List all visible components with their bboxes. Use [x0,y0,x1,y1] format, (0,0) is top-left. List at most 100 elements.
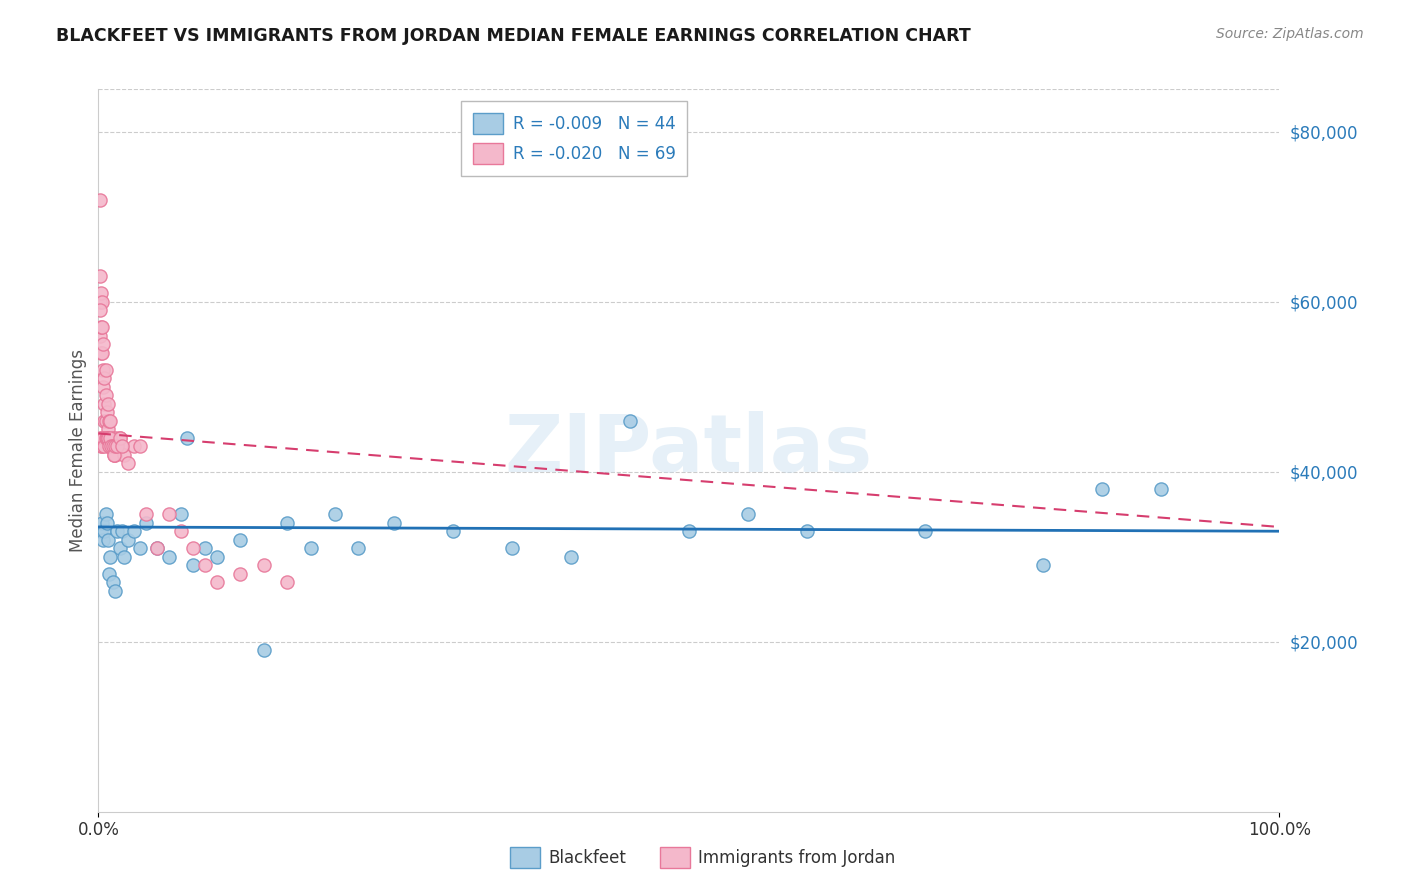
Point [105,439,128,453]
Point [229,566,252,581]
Point [176,431,198,445]
Point [91,380,114,394]
Point [97,397,120,411]
Point [103,448,125,462]
Point [128,541,150,556]
Point [94,388,117,402]
Point [122,524,145,539]
Point [117,533,139,547]
Point [170,507,193,521]
Point [157,549,180,564]
Point [101,575,124,590]
Point [94,507,117,521]
Point [104,448,127,462]
Point [253,643,276,657]
Point [108,541,131,556]
Point [89,431,111,445]
Point [98,549,121,564]
Point [157,507,180,521]
Point [96,405,118,419]
Point [93,524,115,539]
Point [91,345,114,359]
Point [89,294,111,309]
Point [194,558,217,573]
Legend: Blackfeet, Immigrants from Jordan: Blackfeet, Immigrants from Jordan [503,840,903,875]
Point [323,507,346,521]
Point [97,439,120,453]
Point [89,193,111,207]
Point [103,448,125,462]
Point [1091,482,1114,496]
Point [382,516,405,530]
Point [111,524,134,539]
Point [98,414,121,428]
Point [94,414,117,428]
Point [91,533,114,547]
Point [98,439,121,453]
Text: Source: ZipAtlas.com: Source: ZipAtlas.com [1216,27,1364,41]
Point [111,439,134,453]
Point [98,414,121,428]
Point [104,583,127,598]
Point [101,431,124,445]
Point [170,524,193,539]
Point [205,575,228,590]
Point [91,294,114,309]
Point [229,533,252,547]
Point [253,558,276,573]
Point [97,533,120,547]
Point [97,431,120,445]
Point [1032,558,1054,573]
Point [205,549,228,564]
Point [619,414,641,428]
Point [347,541,370,556]
Point [100,439,122,453]
Point [276,575,298,590]
Legend: R = -0.009   N = 44, R = -0.020   N = 69: R = -0.009 N = 44, R = -0.020 N = 69 [461,101,688,176]
Y-axis label: Median Female Earnings: Median Female Earnings [69,349,87,552]
Point [101,439,124,453]
Point [299,541,322,556]
Point [93,371,115,385]
Point [135,516,157,530]
Point [796,524,818,539]
Point [90,345,112,359]
Point [104,439,127,453]
Point [98,439,121,453]
Point [91,320,114,334]
Point [91,516,114,530]
Point [90,320,112,334]
Point [96,516,118,530]
Point [105,524,128,539]
Text: BLACKFEET VS IMMIGRANTS FROM JORDAN MEDIAN FEMALE EARNINGS CORRELATION CHART: BLACKFEET VS IMMIGRANTS FROM JORDAN MEDI… [56,27,972,45]
Text: ZIPatlas: ZIPatlas [505,411,873,490]
Point [91,337,114,351]
Point [93,439,115,453]
Point [91,431,114,445]
Point [98,566,121,581]
Point [1150,482,1173,496]
Point [441,524,464,539]
Point [112,448,135,462]
Point [105,439,128,453]
Point [97,422,120,436]
Point [89,328,111,343]
Point [89,269,111,284]
Point [96,431,118,445]
Point [98,431,121,445]
Point [90,524,112,539]
Point [678,524,700,539]
Point [94,362,117,376]
Point [101,439,124,453]
Point [914,524,936,539]
Point [146,541,169,556]
Point [122,439,145,453]
Point [181,558,204,573]
Point [90,286,112,301]
Point [112,549,135,564]
Point [91,439,114,453]
Point [146,541,169,556]
Point [737,507,759,521]
Point [89,303,111,318]
Point [96,431,118,445]
